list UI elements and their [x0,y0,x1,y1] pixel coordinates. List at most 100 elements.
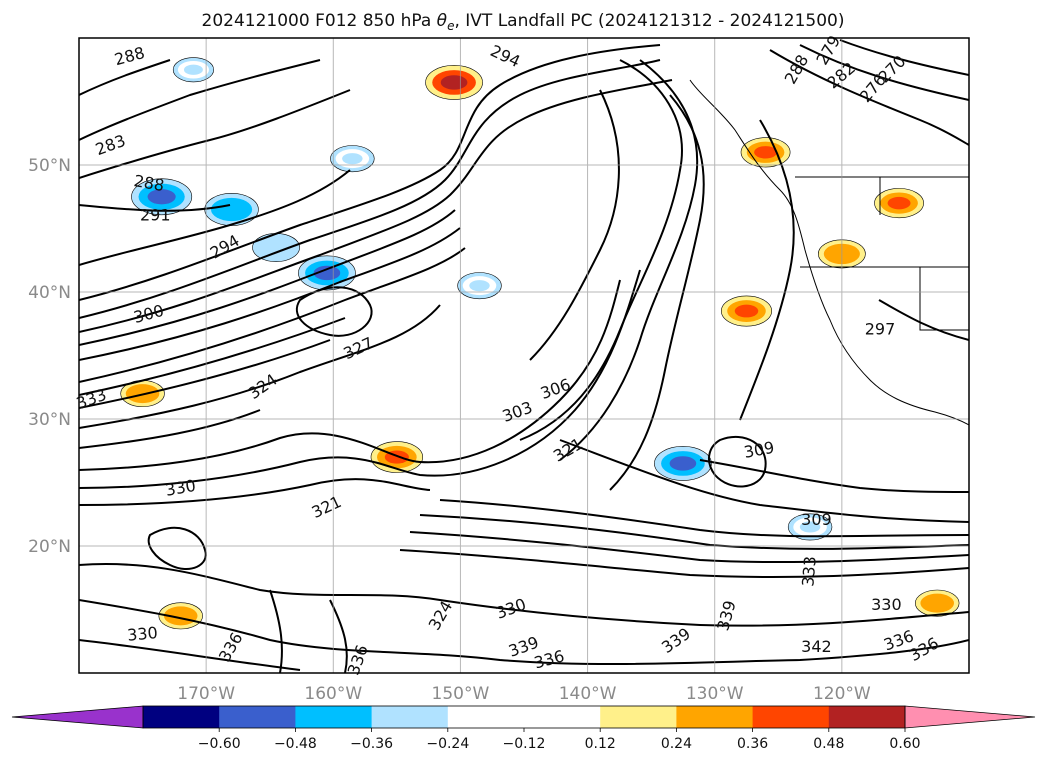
shaded-patch-core [669,456,697,471]
colorbar: −0.60 −0.48 −0.36 −0.24 −0.12 0.12 0.24 0.36 0.4… [11,705,1036,752]
contour-line [609,94,705,491]
contour-line [409,531,969,564]
colorbar-tick-label: −0.60 [198,736,241,752]
shaded-patch-core [219,202,245,217]
map-frame [78,37,970,674]
contour-label: 333 [798,555,820,587]
contour-line [269,589,283,673]
shaded-patch-core [183,64,203,75]
shaded-patch-core [799,521,821,533]
shaded-patch-core [440,75,468,90]
map-content [79,39,969,673]
coastline-path [689,79,969,426]
y-tick-label: 20°N [28,537,71,557]
colorbar-tick-label: −0.48 [274,736,317,752]
contour-label: 291 [140,205,171,224]
colorbar-swatch [524,706,601,728]
shaded-patch-core [734,304,759,318]
colorbar-swatch [600,706,677,728]
shaded-patch-core [147,189,176,205]
map-background [79,38,969,673]
contour-label: 297 [865,320,896,339]
state-border [919,267,969,331]
contour-line [79,409,261,449]
contour-line [79,59,661,319]
contour-line [708,435,767,488]
y-axis-ticks: 20°N 30°N 40°N 50°N [28,156,71,557]
contour-line [799,44,969,101]
contour-line [79,339,331,409]
shaded-patch-core [342,153,363,165]
contour-line [295,286,373,337]
colorbar-tick-label: −0.12 [503,736,546,752]
contour-label: 309 [801,510,832,529]
x-tick-label: 120°W [813,684,871,704]
colorbar-tick-label: 0.48 [813,736,844,752]
x-tick-label: 170°W [177,684,235,704]
contour-line [839,39,969,76]
y-tick-label: 30°N [28,410,71,430]
contour-line [79,204,231,212]
y-tick-label: 50°N [28,156,71,176]
contour-line [439,499,969,538]
contour-label: 342 [801,637,832,656]
x-tick-label: 150°W [432,684,490,704]
shaded-patch-core [887,196,911,210]
contour-line [769,49,969,146]
y-tick-label: 40°N [28,283,71,303]
gridlines [79,38,969,673]
contour-line [79,59,321,141]
colorbar-swatch [828,706,906,728]
contour-line [79,209,456,346]
colorbar-tick-label: 0.12 [585,736,616,752]
contour-line [519,59,683,441]
contour-line [739,119,795,421]
contour-line [559,59,699,461]
colorbar-swatch [295,706,373,728]
contour-line [79,247,466,383]
colorbar-tick-label: −0.24 [426,736,469,752]
coastline [689,79,969,426]
colorbar-swatch [219,706,296,728]
shaded-patch-core [754,146,778,159]
chart-title: 2024121000 F012 850 hPa θe, IVT Landfall… [202,11,845,33]
colorbar-tick-label: 0.60 [889,736,920,752]
shaded-patch-core [469,280,490,292]
contour-line [79,304,441,429]
colorbar-tick-label: 0.24 [661,736,692,752]
contour-line [878,299,969,341]
colorbar-swatch [371,706,449,728]
colorbar-swatch [447,706,525,728]
colorbar-swatch [752,706,830,728]
x-tick-label: 130°W [686,684,744,704]
colorbar-swatch [676,706,754,728]
contour-line [559,439,969,523]
x-tick-label: 140°W [559,684,617,704]
contour-label: 330 [126,623,158,645]
theta-e-contours [79,39,969,673]
contour-line [79,44,661,301]
contour-line [79,478,431,506]
colorbar-tick-label: −0.36 [350,736,393,752]
contour-line [79,639,301,671]
contour-line [79,563,969,627]
contour-line [79,169,351,266]
colorbar-extend-under [11,705,144,729]
contour-label: 330 [871,595,902,614]
contour-line [79,599,969,666]
shaded-patch-core [926,597,948,609]
contour-line [699,459,969,493]
x-tick-label: 160°W [304,684,362,704]
colorbar-tick-label: 0.36 [737,736,768,752]
contour-line [399,549,969,579]
contour-line [529,89,620,361]
contour-line [419,514,969,550]
contour-line [79,269,641,489]
contour-line [329,599,348,673]
contour-line [147,526,207,570]
x-axis-ticks: 170°W 160°W 150°W 140°W 130°W 120°W [177,684,871,704]
contour-line [79,79,673,333]
contour-line [79,59,171,96]
colorbar-swatch [143,706,220,728]
